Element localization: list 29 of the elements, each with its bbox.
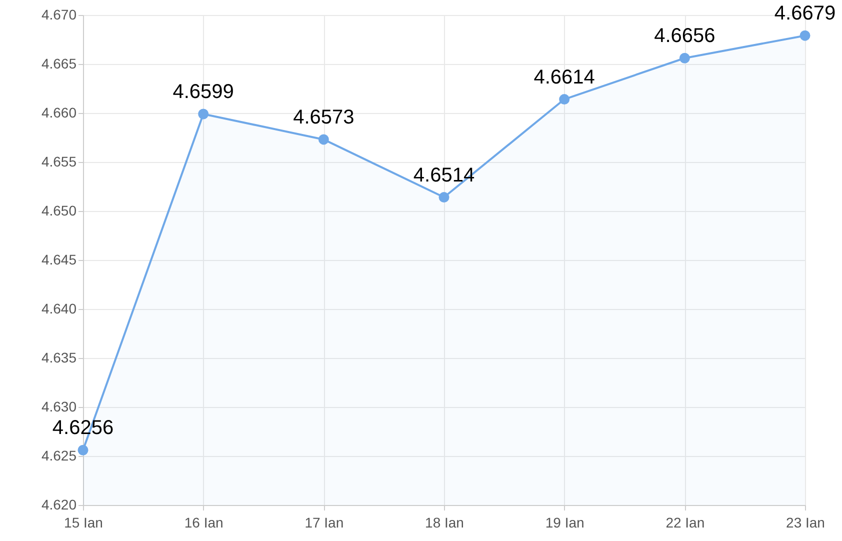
x-tick-label: 16 Ian bbox=[184, 514, 224, 530]
point bbox=[679, 52, 690, 64]
point bbox=[318, 134, 329, 145]
y-tick-label: 4.620 bbox=[41, 496, 77, 512]
y-tick-label: 4.665 bbox=[41, 56, 77, 72]
y-tick-label: 4.630 bbox=[41, 398, 77, 414]
x-tick-label: 18 Ian bbox=[425, 514, 464, 530]
data-label: 4.6614 bbox=[534, 66, 595, 88]
data-label: 4.6599 bbox=[172, 80, 234, 103]
x-tick-label: 23 Ian bbox=[786, 514, 825, 530]
y-tick-label: 4.635 bbox=[41, 350, 77, 366]
data-label: 4.6573 bbox=[293, 106, 354, 128]
y-tick-label: 4.660 bbox=[41, 104, 77, 120]
y-tick-label: 4.625 bbox=[41, 448, 77, 464]
point bbox=[198, 108, 209, 120]
data-label: 4.6679 bbox=[774, 2, 836, 25]
point bbox=[559, 94, 570, 105]
point bbox=[78, 444, 88, 456]
data-label: 4.6656 bbox=[654, 25, 716, 48]
x-tick-label: 15 Ian bbox=[64, 514, 103, 530]
x-tick-label: 22 Ian bbox=[666, 514, 705, 530]
y-tick-label: 4.655 bbox=[41, 154, 77, 170]
y-tick-label: 4.645 bbox=[41, 252, 77, 268]
x-tick-label: 19 Ian bbox=[545, 514, 584, 530]
y-tick-label: 4.670 bbox=[41, 6, 77, 22]
y-tick-label: 4.650 bbox=[41, 202, 77, 218]
x-tick-label: 17 Ian bbox=[304, 514, 344, 530]
point bbox=[438, 192, 450, 203]
y-tick-label: 4.640 bbox=[41, 300, 77, 316]
